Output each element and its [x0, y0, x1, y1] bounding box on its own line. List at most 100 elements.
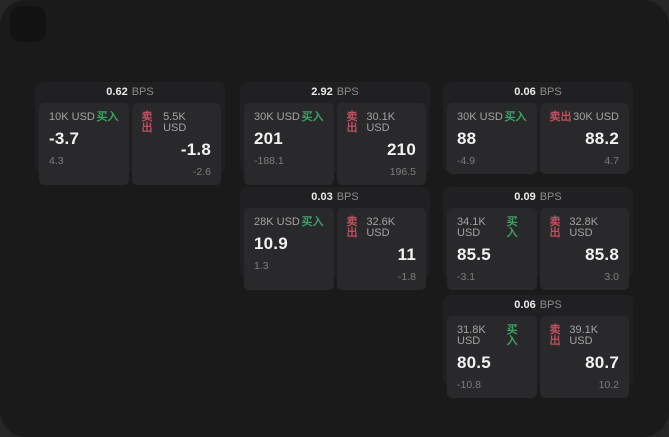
sell-price: 88.2 [585, 129, 619, 148]
sell-side-label: 卖出 [346, 111, 358, 134]
buy-side-label: 买入 [301, 111, 324, 123]
buy-size-label: 30K USD [254, 111, 300, 123]
sell-size-label: 39.1K USD [569, 324, 599, 347]
buy-sub-value: -4.9 [457, 155, 476, 167]
spread-value: 2.92 [311, 86, 333, 98]
buy-panel-header: 30K USD 买入 [254, 112, 324, 123]
spread-value: 0.03 [311, 191, 333, 203]
sell-price: 85.8 [585, 245, 619, 264]
sell-panel[interactable]: 卖出 30.1K USD 210 196.5 [336, 103, 426, 185]
spread-unit-label: BPS [131, 86, 154, 98]
buy-side-label: 买入 [96, 111, 119, 123]
buy-panel-header: 31.8K USD 买入 [457, 325, 527, 347]
sell-size-label: 30K USD [573, 111, 619, 123]
sell-panel-header: 卖出 32.8K USD [550, 217, 620, 239]
sell-size-label: 5.5K USD [163, 111, 187, 134]
buy-price: 10.9 [254, 234, 288, 253]
buy-sub-value: -10.8 [457, 379, 481, 391]
buy-price: 85.5 [457, 245, 491, 264]
buy-panel[interactable]: 34.1K USD 买入 85.5 -3.1 [447, 208, 537, 290]
buy-panel-header: 30K USD 买入 [457, 112, 527, 123]
sell-panel-header: 卖出 30K USD [550, 112, 620, 123]
buy-size-label: 30K USD [457, 111, 503, 123]
buy-panel[interactable]: 10K USD 买入 -3.7 4.3 [39, 103, 129, 185]
sell-side-label: 卖出 [549, 216, 561, 239]
spread-header: 0.03 BPS [240, 187, 430, 208]
sell-side-label: 卖出 [141, 111, 153, 134]
sell-sub-value: -1.8 [397, 271, 416, 283]
price-card-body: 30K USD 买入 88 -4.9 卖出 30K USD 88.2 4.7 [443, 103, 633, 178]
spread-value: 0.06 [514, 86, 536, 98]
price-card: 0.03 BPS 28K USD 买入 10.9 1.3 卖出 32.6K US… [240, 187, 430, 290]
sell-panel[interactable]: 卖出 5.5K USD -1.8 -2.6 [131, 103, 221, 185]
buy-sub-value: -188.1 [254, 155, 284, 167]
spread-value: 0.06 [514, 299, 536, 311]
sell-sub-value: 3.0 [604, 271, 619, 283]
spread-header: 0.06 BPS [443, 295, 633, 316]
spread-value: 0.09 [514, 191, 536, 203]
price-card: 0.09 BPS 34.1K USD 买入 85.5 -3.1 卖出 32.8K… [443, 187, 633, 290]
spread-value: 0.62 [106, 86, 128, 98]
sell-panel-header: 卖出 5.5K USD [142, 112, 212, 134]
sell-size-label: 30.1K USD [366, 111, 396, 134]
spread-unit-label: BPS [336, 191, 359, 203]
buy-sub-value: 1.3 [254, 260, 269, 272]
sell-size-label: 32.8K USD [569, 216, 599, 239]
buy-panel[interactable]: 30K USD 买入 88 -4.9 [447, 103, 537, 174]
sell-panel-header: 卖出 39.1K USD [550, 325, 620, 347]
price-card-body: 31.8K USD 买入 80.5 -10.8 卖出 39.1K USD 80.… [443, 316, 633, 402]
sell-sub-value: 4.7 [604, 155, 619, 167]
sell-sub-value: -2.6 [192, 166, 211, 178]
buy-panel[interactable]: 30K USD 买入 201 -188.1 [244, 103, 334, 185]
spread-header: 0.06 BPS [443, 82, 633, 103]
sell-price: 80.7 [585, 353, 619, 372]
buy-side-label: 买入 [506, 216, 518, 239]
buy-panel[interactable]: 31.8K USD 买入 80.5 -10.8 [447, 316, 537, 398]
spread-unit-label: BPS [539, 86, 562, 98]
price-card-body: 10K USD 买入 -3.7 4.3 卖出 5.5K USD -1.8 -2.… [35, 103, 225, 189]
app-logo-icon [10, 6, 46, 42]
buy-side-label: 买入 [301, 216, 324, 228]
buy-side-label: 买入 [506, 324, 518, 347]
price-card-body: 34.1K USD 买入 85.5 -3.1 卖出 32.8K USD 85.8… [443, 208, 633, 294]
sell-panel[interactable]: 卖出 39.1K USD 80.7 10.2 [539, 316, 629, 398]
buy-price: 80.5 [457, 353, 491, 372]
sell-panel[interactable]: 卖出 30K USD 88.2 4.7 [539, 103, 629, 174]
sell-side-label: 卖出 [549, 324, 561, 347]
price-card: 0.62 BPS 10K USD 买入 -3.7 4.3 卖出 5.5K USD… [35, 82, 225, 185]
buy-price: 201 [254, 129, 283, 148]
buy-price: -3.7 [49, 129, 80, 148]
sell-price: 210 [387, 140, 416, 159]
sell-panel[interactable]: 卖出 32.6K USD 11 -1.8 [336, 208, 426, 290]
buy-panel-header: 34.1K USD 买入 [457, 217, 527, 239]
buy-panel[interactable]: 28K USD 买入 10.9 1.3 [244, 208, 334, 290]
buy-panel-header: 10K USD 买入 [49, 112, 119, 123]
sell-price: 11 [397, 245, 416, 264]
sell-size-label: 32.6K USD [366, 216, 396, 239]
buy-side-label: 买入 [504, 111, 527, 123]
buy-size-label: 34.1K USD [457, 216, 486, 239]
sell-sub-value: 196.5 [389, 166, 416, 178]
sell-panel[interactable]: 卖出 32.8K USD 85.8 3.0 [539, 208, 629, 290]
price-card-body: 30K USD 买入 201 -188.1 卖出 30.1K USD 210 1… [240, 103, 430, 189]
spread-unit-label: BPS [539, 191, 562, 203]
buy-price: 88 [457, 129, 477, 148]
price-card: 2.92 BPS 30K USD 买入 201 -188.1 卖出 30.1K … [240, 82, 430, 185]
buy-panel-header: 28K USD 买入 [254, 217, 324, 228]
sell-panel-header: 卖出 32.6K USD [347, 217, 417, 239]
price-card: 0.06 BPS 30K USD 买入 88 -4.9 卖出 30K USD 8… [443, 82, 633, 174]
spread-unit-label: BPS [539, 299, 562, 311]
buy-sub-value: 4.3 [49, 155, 64, 167]
sell-sub-value: 10.2 [598, 379, 619, 391]
buy-sub-value: -3.1 [457, 271, 476, 283]
price-card: 0.06 BPS 31.8K USD 买入 80.5 -10.8 卖出 39.1… [443, 295, 633, 398]
buy-size-label: 28K USD [254, 216, 300, 228]
sell-side-label: 卖出 [346, 216, 358, 239]
spread-unit-label: BPS [336, 86, 359, 98]
sell-panel-header: 卖出 30.1K USD [347, 112, 417, 134]
spread-header: 0.09 BPS [443, 187, 633, 208]
spread-header: 2.92 BPS [240, 82, 430, 103]
sell-price: -1.8 [180, 140, 211, 159]
